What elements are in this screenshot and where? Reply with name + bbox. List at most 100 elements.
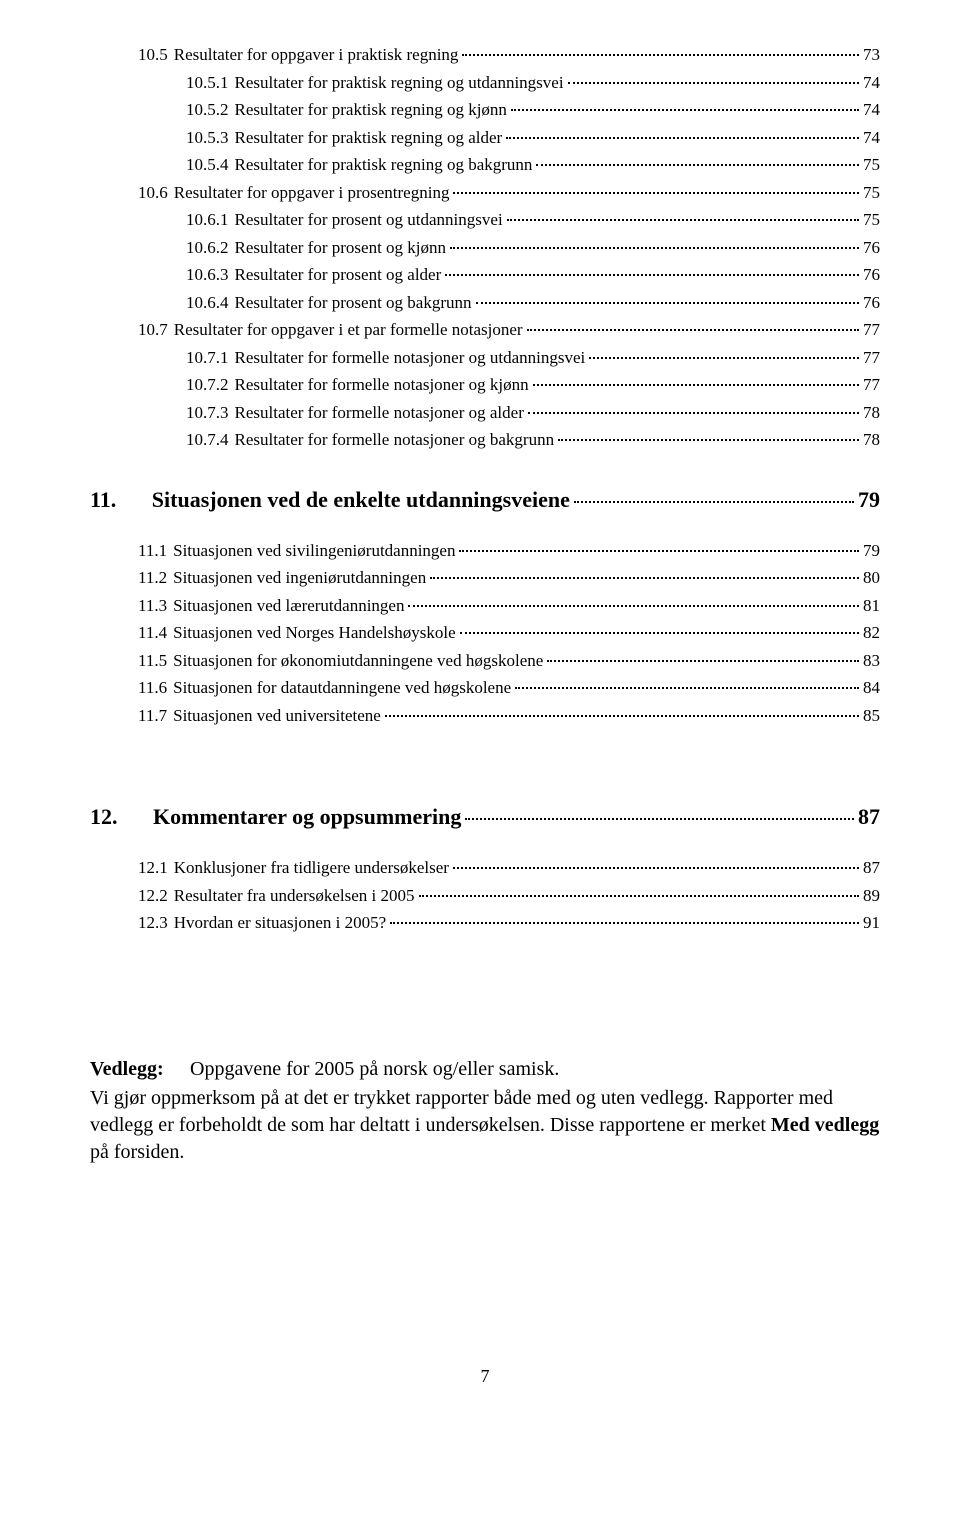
toc-entry-title: Situasjonen ved sivilingeniørutdanningen	[173, 541, 455, 560]
vedlegg-text: Oppgavene for 2005 på norsk og/eller sam…	[190, 1058, 559, 1080]
toc-dots	[385, 715, 859, 717]
toc-entry: 10.6.4Resultater for prosent og bakgrunn…	[186, 290, 880, 316]
toc-entry-title: Resultater for prosent og kjønn	[235, 238, 447, 257]
toc-dots	[515, 687, 859, 689]
toc-entry-page: 87	[863, 855, 880, 881]
toc-dots	[511, 109, 859, 111]
toc-entry-page: 81	[863, 593, 880, 619]
toc-entry-num: 10.7.1	[186, 348, 229, 367]
toc-entry-num: 10.6	[138, 183, 168, 202]
toc-block-11: 11.1Situasjonen ved sivilingeniørutdanni…	[90, 538, 880, 729]
toc-dots	[460, 632, 859, 634]
toc-entry-title: Situasjonen ved ingeniørutdanningen	[173, 568, 426, 587]
toc-dots	[462, 54, 859, 56]
toc-dots	[445, 274, 859, 276]
toc-entry: 11.7 Situasjonen ved universitetene 85	[138, 703, 880, 729]
toc-entry-title: Resultater for praktisk regning og alder	[235, 128, 503, 147]
body-para-1-tail: på forsiden.	[90, 1141, 184, 1163]
toc-entry-page: 76	[863, 290, 880, 316]
toc-entry-page: 74	[863, 70, 880, 96]
toc-entry: 12.1 Konklusjoner fra tidligere undersøke…	[138, 855, 880, 881]
toc-entry-num: 11.6	[138, 678, 167, 697]
toc-entry-num: 10.7.3	[186, 403, 229, 422]
toc-entry: 11.4Situasjonen ved Norges Handelshøysko…	[138, 620, 880, 646]
toc-dots	[450, 247, 859, 249]
toc-entry: 10.7.4Resultater for formelle notasjoner…	[186, 427, 880, 453]
toc-entry-page: 82	[863, 620, 880, 646]
body-text: Vedlegg: Oppgavene for 2005 på norsk og/…	[90, 1056, 880, 1166]
toc-entry-page: 85	[863, 703, 880, 729]
toc-entry-title: Resultater for praktisk regning og kjønn	[235, 100, 507, 119]
toc-entry-title: Resultater fra undersøkelsen i 2005	[174, 886, 415, 905]
toc-entry-num: 12.2	[138, 886, 168, 905]
body-para-1-bold: Med vedlegg	[771, 1114, 879, 1136]
toc-entry-num: 10.5.1	[186, 73, 229, 92]
toc-dots	[527, 329, 859, 331]
toc-entry: 10.6.2Resultater for prosent og kjønn76	[186, 235, 880, 261]
toc-entry: 10.5.1 Resultater for praktisk regning og…	[186, 70, 880, 96]
toc-entry-num: 10.6.3	[186, 265, 229, 284]
toc-entry-num: 10.5.4	[186, 155, 229, 174]
toc-entry-page: 73	[863, 42, 880, 68]
toc-entry-page: 77	[863, 345, 880, 371]
toc-entry-num: 10.5	[138, 45, 168, 64]
toc-entry-page: 84	[863, 675, 880, 701]
toc-entry-page: 75	[863, 180, 880, 206]
toc-entry-title: Resultater for formelle notasjoner og ba…	[235, 430, 555, 449]
toc-entry-title: Konklusjoner fra tidligere undersøkelser	[174, 858, 449, 877]
toc-block-10-7: 10.7Resultater for oppgaver i et par for…	[90, 317, 880, 453]
toc-chapter-title: Situasjonen ved de enkelte utdanningsvei…	[152, 487, 570, 512]
toc-entry: 11.6 Situasjonen for datautdanningene ved…	[138, 675, 880, 701]
toc-dots	[506, 137, 859, 139]
toc-entry-num: 12.1	[138, 858, 168, 877]
vedlegg-label: Vedlegg:	[90, 1056, 185, 1083]
toc-dots	[390, 922, 859, 924]
toc-entry-num: 11.4	[138, 623, 167, 642]
toc-block-12: 12.1 Konklusjoner fra tidligere undersøke…	[90, 855, 880, 936]
toc-entry-num: 10.7	[138, 320, 168, 339]
toc-entry-page: 83	[863, 648, 880, 674]
toc-entry: 10.7Resultater for oppgaver i et par for…	[138, 317, 880, 343]
toc-entry-num: 11.3	[138, 596, 167, 615]
toc-entry: 10.5 Resultater for oppgaver i praktisk r…	[138, 42, 880, 68]
body-para-1: Vi gjør oppmerksom på at det er trykket …	[90, 1087, 833, 1136]
toc-entry: 10.6.1Resultater for prosent og utdannin…	[186, 207, 880, 233]
toc-dots	[430, 577, 859, 579]
toc-entry-title: Resultater for praktisk regning og bakgr…	[235, 155, 533, 174]
toc-entry-title: Resultater for prosent og bakgrunn	[235, 293, 472, 312]
toc-dots	[507, 219, 859, 221]
toc-entry-page: 74	[863, 125, 880, 151]
toc-entry-num: 10.6.2	[186, 238, 229, 257]
toc-entry: 11.1Situasjonen ved sivilingeniørutdanni…	[138, 538, 880, 564]
toc-entry-page: 77	[863, 372, 880, 398]
toc-entry-num: 11.5	[138, 651, 167, 670]
toc-dots	[536, 164, 859, 166]
toc-entry-page: 78	[863, 427, 880, 453]
toc-entry-title: Resultater for oppgaver i praktisk regni…	[174, 45, 459, 64]
toc-entry-title: Situasjonen for økonomiutdanningene ved …	[173, 651, 543, 670]
toc-dots	[528, 412, 859, 414]
toc-dots	[453, 867, 859, 869]
toc-dots	[533, 384, 859, 386]
toc-entry: 10.7.3Resultater for formelle notasjoner…	[186, 400, 880, 426]
toc-entry-title: Situasjonen ved universitetene	[173, 706, 381, 725]
toc-entry: 10.7.2Resultater for formelle notasjoner…	[186, 372, 880, 398]
toc-entry-page: 75	[863, 207, 880, 233]
page-number: 7	[90, 1366, 880, 1387]
toc-entry-title: Resultater for oppgaver i prosentregning	[174, 183, 450, 202]
toc-entry-title: Resultater for formelle notasjoner og ut…	[235, 348, 586, 367]
toc-entry-title: Hvordan er situasjonen i 2005?	[174, 913, 386, 932]
toc-entry-num: 10.5.3	[186, 128, 229, 147]
toc-entry-num: 11.7	[138, 706, 167, 725]
toc-entry-title: Resultater for praktisk regning og utdan…	[235, 73, 564, 92]
toc-entry-page: 74	[863, 97, 880, 123]
toc-entry-page: 80	[863, 565, 880, 591]
toc-chapter-page: 79	[858, 483, 880, 516]
toc-entry: 10.5.4 Resultater for praktisk regning og…	[186, 152, 880, 178]
toc-entry-title: Resultater for prosent og alder	[235, 265, 442, 284]
toc-entry: 12.3Hvordan er situasjonen i 2005?91	[138, 910, 880, 936]
toc-entry-title: Situasjonen for datautdanningene ved høg…	[173, 678, 511, 697]
toc-chapter-page: 87	[858, 800, 880, 833]
toc-entry: 10.6.3Resultater for prosent og alder76	[186, 262, 880, 288]
toc-chapter-12: 12. Kommentarer og oppsummering 87	[90, 800, 880, 833]
